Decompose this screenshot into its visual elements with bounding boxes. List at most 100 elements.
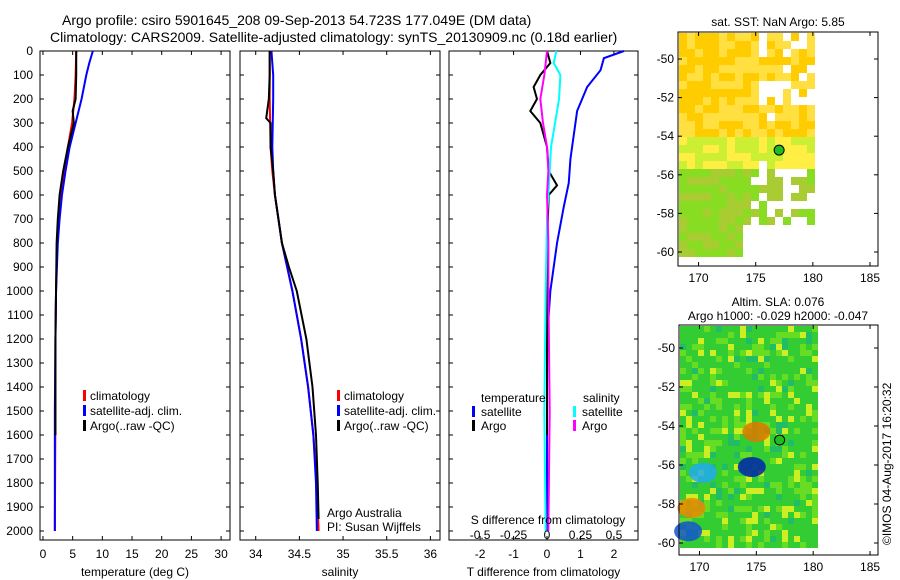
map-cell <box>722 512 728 518</box>
map-cell <box>812 422 818 428</box>
map-cell <box>734 404 740 410</box>
map-cell <box>695 193 703 201</box>
map-cell <box>734 392 740 398</box>
map-cell <box>806 512 812 518</box>
map-cell <box>776 344 782 350</box>
map-cell <box>722 488 728 494</box>
map-cell <box>710 356 716 362</box>
map-cell <box>758 338 764 344</box>
map-cell <box>695 89 703 97</box>
map-cell <box>716 326 722 332</box>
map-cell <box>794 386 800 392</box>
x-tick-label: 2 <box>611 547 618 561</box>
map-cell <box>722 506 728 512</box>
lat-tick-label: -50 <box>658 341 676 355</box>
map-cell <box>776 410 782 416</box>
map-cell <box>806 506 812 512</box>
map-cell <box>698 488 704 494</box>
map-cell <box>812 542 818 548</box>
map-cell <box>770 536 776 542</box>
map-cell <box>680 440 686 446</box>
map-cell <box>740 398 746 404</box>
map-cell <box>728 446 734 452</box>
map-cell <box>806 524 812 530</box>
map-cell <box>679 185 687 193</box>
map-cell <box>740 530 746 536</box>
map-cell <box>794 362 800 368</box>
map-cell <box>679 121 687 129</box>
map-cell <box>775 129 783 137</box>
map-cell <box>752 416 758 422</box>
map-cell <box>782 470 788 476</box>
map-cell <box>812 524 818 530</box>
map-cell <box>812 350 818 356</box>
map-cell <box>807 41 815 49</box>
map-cell <box>767 97 775 105</box>
map-cell <box>770 446 776 452</box>
map-cell <box>788 422 794 428</box>
map-cell <box>679 249 687 257</box>
map-cell <box>806 332 812 338</box>
map-cell <box>770 368 776 374</box>
map-cell <box>758 488 764 494</box>
map-cell <box>687 97 695 105</box>
map-cell <box>794 506 800 512</box>
map-cell <box>758 500 764 506</box>
map-cell <box>711 153 719 161</box>
map-cell <box>686 422 692 428</box>
map-cell <box>703 81 711 89</box>
map-cell <box>799 57 807 65</box>
map-cell <box>735 161 743 169</box>
map-cell <box>740 326 746 332</box>
map-cell <box>692 452 698 458</box>
map-cell <box>686 428 692 434</box>
map-cell <box>770 416 776 422</box>
map-cell <box>806 326 812 332</box>
map-cell <box>794 464 800 470</box>
map-cell <box>740 386 746 392</box>
map-cell <box>680 488 686 494</box>
map-cell <box>734 536 740 542</box>
map-cell <box>740 404 746 410</box>
map-cell <box>806 434 812 440</box>
map-cell <box>764 362 770 368</box>
map-cell <box>716 476 722 482</box>
map-cell <box>758 494 764 500</box>
map-cell <box>680 356 686 362</box>
map-cell <box>686 338 692 344</box>
map-cell <box>704 452 710 458</box>
map-cell <box>807 57 815 65</box>
map-cell <box>698 368 704 374</box>
map-cell <box>775 153 783 161</box>
map-cell <box>788 374 794 380</box>
map-cell <box>734 416 740 422</box>
x-axis-label: temperature (deg C) <box>81 565 189 579</box>
series-line-argo-raw-qc- <box>265 51 320 520</box>
map-cell <box>752 512 758 518</box>
map-cell <box>692 356 698 362</box>
map-cell <box>692 482 698 488</box>
s-tick-label: -0.5 <box>470 528 491 542</box>
map-cell <box>686 326 692 332</box>
map-cell <box>680 404 686 410</box>
map-cell <box>687 169 695 177</box>
map-cell <box>704 524 710 530</box>
map-cell <box>743 161 751 169</box>
map-cell <box>704 416 710 422</box>
map-cell <box>751 161 759 169</box>
map-cell <box>794 446 800 452</box>
map-cell <box>722 428 728 434</box>
map-cell <box>764 452 770 458</box>
map-cell <box>812 362 818 368</box>
map-cell <box>711 73 719 81</box>
map-cell <box>692 410 698 416</box>
map-cell <box>716 332 722 338</box>
map-cell <box>716 428 722 434</box>
map-cell <box>710 482 716 488</box>
map-cell <box>734 380 740 386</box>
map-cell <box>743 169 751 177</box>
map-cell <box>743 153 751 161</box>
map-cell <box>735 121 743 129</box>
map-cell <box>788 482 794 488</box>
map-cell <box>704 506 710 512</box>
